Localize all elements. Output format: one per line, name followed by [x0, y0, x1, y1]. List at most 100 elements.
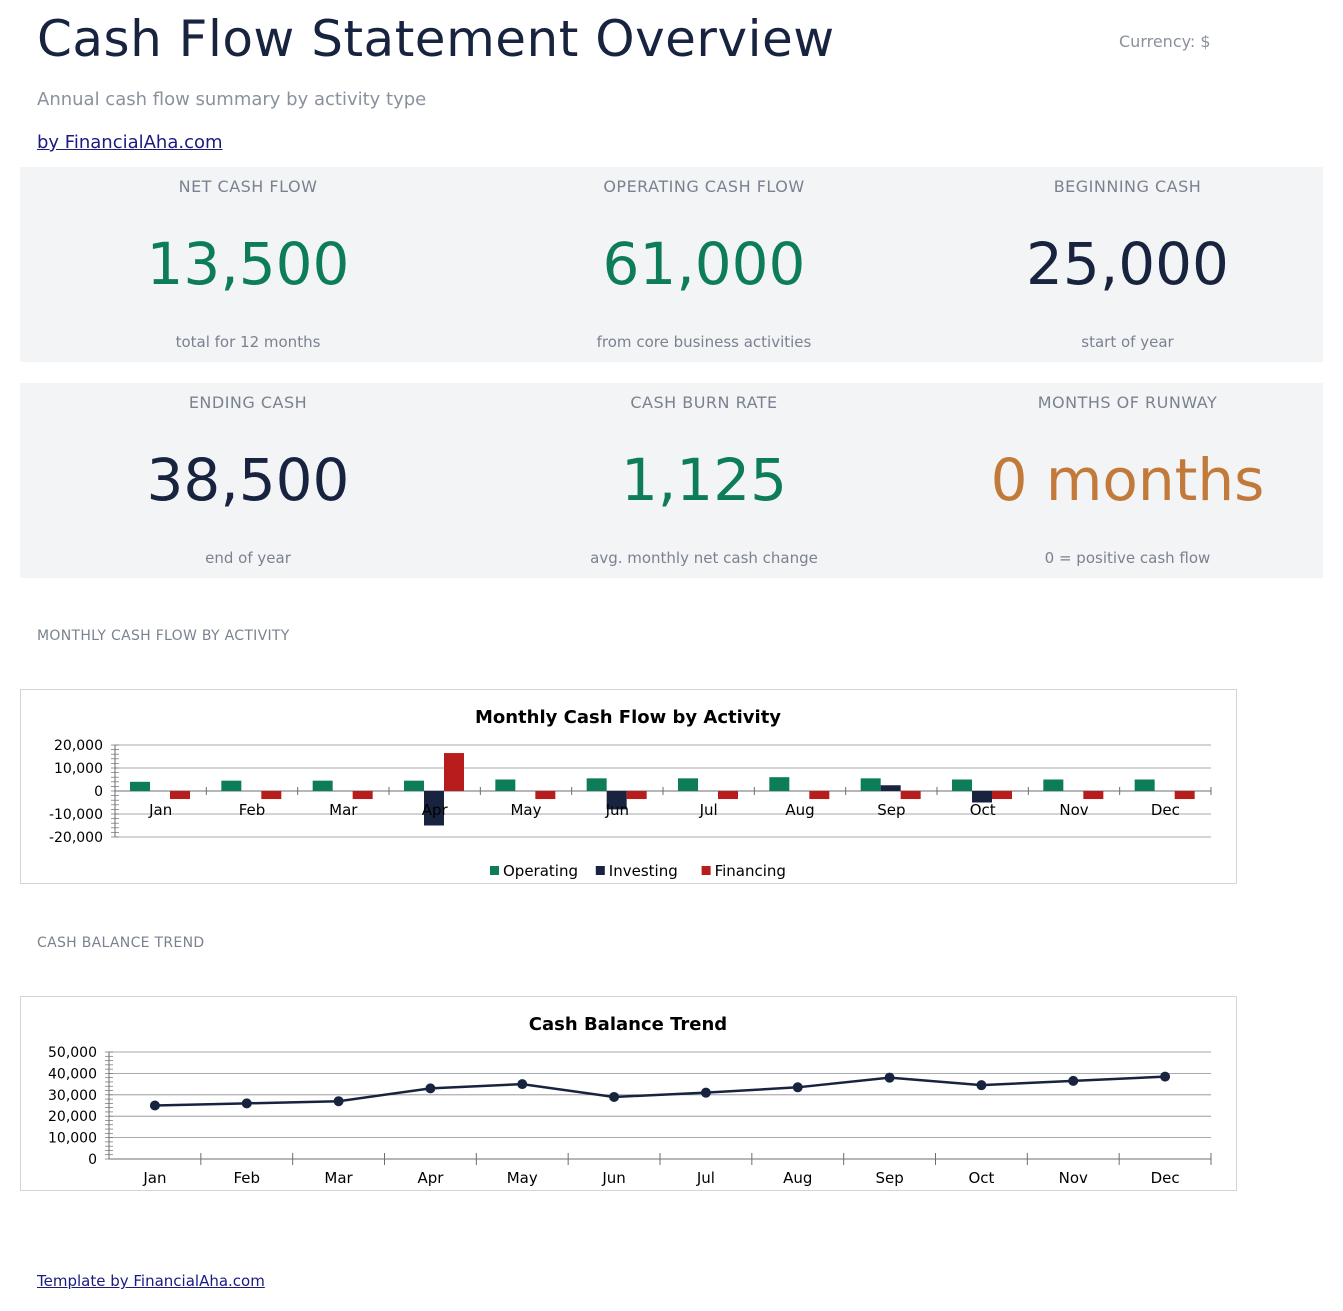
- legend-label-financing: Financing: [715, 862, 786, 880]
- data-point: [609, 1091, 620, 1102]
- x-tick-label: Aug: [785, 801, 814, 819]
- data-point: [1068, 1075, 1079, 1086]
- x-tick-label: Jun: [601, 1169, 625, 1187]
- x-tick-label: Apr: [422, 801, 449, 819]
- kpi-value: 38,500: [146, 446, 350, 514]
- kpi-label: NET CASH FLOW: [178, 177, 318, 196]
- chart-title: Cash Balance Trend: [529, 1014, 727, 1035]
- data-point: [241, 1098, 252, 1109]
- x-tick-label: Feb: [239, 801, 266, 819]
- bar-operating: [404, 780, 424, 791]
- kpi-label: OPERATING CASH FLOW: [603, 177, 805, 196]
- activity-chart-panel: Monthly Cash Flow by Activity 20,000 10,00…: [20, 689, 1237, 884]
- data-point: [792, 1082, 803, 1093]
- kpi-note: start of year: [1081, 333, 1174, 351]
- kpi-label: BEGINNING CASH: [1053, 177, 1202, 196]
- data-point: [517, 1079, 528, 1090]
- byline-link[interactable]: by FinancialAha.com: [37, 132, 223, 153]
- x-tick-label: Feb: [233, 1169, 260, 1187]
- chart-title: Monthly Cash Flow by Activity: [475, 707, 781, 728]
- x-tick-label: Sep: [875, 1169, 903, 1187]
- bar-operating: [312, 780, 333, 791]
- x-tick-label: Nov: [1059, 1169, 1088, 1187]
- x-tick-label: Sep: [877, 801, 905, 819]
- y-tick-label: 10,000: [54, 761, 103, 777]
- footer-link[interactable]: Template by FinancialAha.com: [37, 1272, 265, 1290]
- kpi-value: 13,500: [146, 230, 350, 298]
- bar-operating: [860, 778, 881, 791]
- bar-financing: [170, 791, 190, 800]
- y-tick-label: 50,000: [48, 1045, 97, 1061]
- kpi-value: 1,125: [620, 446, 788, 514]
- bar-investing: [606, 791, 627, 810]
- x-tick-label: Oct: [968, 1169, 994, 1187]
- data-point: [700, 1087, 711, 1098]
- kpi-note: total for 12 months: [175, 333, 321, 351]
- currency-label: Currency: $: [1119, 32, 1211, 51]
- data-point: [884, 1072, 895, 1083]
- kpi-value: 61,000: [602, 230, 806, 298]
- x-tick-label: Dec: [1151, 801, 1180, 819]
- bar-operating: [221, 780, 242, 791]
- kpi-operating-cash-flow: OPERATING CASH FLOW 61,000 from core bus…: [476, 167, 932, 362]
- kpi-note: 0 = positive cash flow: [1044, 549, 1211, 567]
- bar-financing: [444, 753, 464, 791]
- kpi-cash-burn-rate: CASH BURN RATE 1,125 avg. monthly net ca…: [476, 383, 932, 578]
- bar-financing: [1083, 791, 1104, 800]
- x-tick-label: Mar: [324, 1169, 353, 1187]
- data-point: [333, 1096, 344, 1107]
- legend-swatch-financing: [701, 866, 711, 875]
- bar-operating: [952, 779, 972, 791]
- data-point: [1160, 1071, 1171, 1082]
- bar-operating: [678, 778, 698, 791]
- bar-investing: [880, 785, 901, 791]
- y-tick-label: 40,000: [48, 1066, 97, 1082]
- kpi-beginning-cash: BEGINNING CASH 25,000 start of year: [932, 167, 1323, 362]
- bar-operating: [130, 781, 150, 791]
- bar-financing: [718, 791, 738, 800]
- bar-operating: [1043, 779, 1064, 791]
- bar-operating: [586, 778, 607, 791]
- x-tick-label: Dec: [1151, 1169, 1180, 1187]
- kpi-value: 0 months: [990, 446, 1265, 514]
- kpi-row-top: NET CASH FLOW 13,500 total for 12 months…: [20, 167, 1323, 362]
- y-tick-label: 20,000: [54, 738, 103, 754]
- bar-financing: [261, 791, 282, 800]
- kpi-months-of-runway: MONTHS OF RUNWAY 0 months 0 = positive c…: [932, 383, 1323, 578]
- section-label-activity: MONTHLY CASH FLOW BY ACTIVITY: [37, 628, 290, 644]
- x-tick-label: Nov: [1059, 801, 1088, 819]
- bar-operating: [495, 779, 516, 791]
- x-tick-label: Mar: [329, 801, 358, 819]
- page-title: Cash Flow Statement Overview: [37, 10, 835, 68]
- bar-financing: [809, 791, 830, 800]
- kpi-label: CASH BURN RATE: [630, 393, 778, 412]
- y-tick-label: -20,000: [49, 830, 103, 846]
- bar-financing: [535, 791, 556, 800]
- kpi-label: MONTHS OF RUNWAY: [1037, 393, 1218, 412]
- balance-line-chart: Cash Balance Trend 50,000 40,000 30,000 20,0…: [48, 1014, 1212, 1187]
- x-tick-label: May: [510, 801, 541, 819]
- bar-financing: [900, 791, 921, 800]
- x-tick-label: Jul: [699, 801, 718, 819]
- x-tick-label: Jul: [696, 1169, 715, 1187]
- bar-operating: [1134, 779, 1155, 791]
- bar-financing: [352, 791, 373, 800]
- bar-operating: [769, 777, 790, 791]
- y-tick-label: 0: [88, 1152, 97, 1168]
- kpi-note: from core business activities: [596, 333, 812, 351]
- kpi-label: ENDING CASH: [188, 393, 308, 412]
- y-tick-label: -10,000: [49, 807, 103, 823]
- kpi-note: end of year: [205, 549, 291, 567]
- bar-financing: [1174, 791, 1195, 800]
- legend-label-operating: Operating: [503, 862, 578, 880]
- x-tick-label: May: [507, 1169, 538, 1187]
- legend-swatch-operating: [490, 866, 499, 875]
- chart-legend: Operating Investing Financing: [490, 862, 786, 880]
- y-tick-label: 30,000: [48, 1088, 97, 1104]
- x-tick-label: Oct: [970, 801, 996, 819]
- section-label-balance: CASH BALANCE TREND: [37, 935, 205, 951]
- bar-financing: [626, 791, 647, 800]
- data-point: [976, 1080, 987, 1091]
- x-tick-label: Jun: [605, 801, 629, 819]
- activity-bar-chart: Monthly Cash Flow by Activity 20,000 10,00…: [49, 707, 1212, 880]
